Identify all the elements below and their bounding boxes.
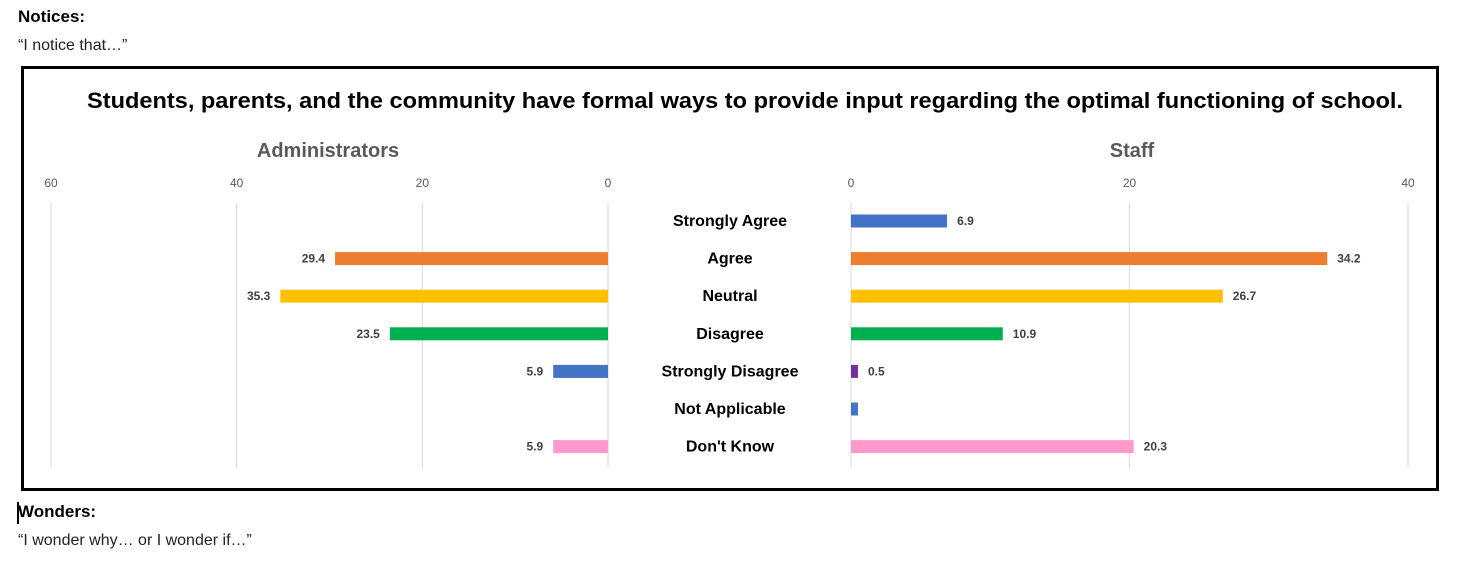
- admin-tick-label: 0: [605, 176, 612, 190]
- bars: [280, 214, 1328, 454]
- admin-tick-label: 20: [416, 176, 430, 190]
- admin-data-label: 35.3: [247, 289, 271, 303]
- staff-data-label: 26.7: [1233, 289, 1257, 303]
- staff-data-label: 20.3: [1144, 440, 1168, 454]
- staff-data-label: 0.5: [868, 364, 885, 378]
- staff-bar: [851, 252, 1328, 266]
- admin-tick-label: 60: [44, 176, 58, 190]
- wonders-heading: Wonders:: [18, 502, 97, 521]
- staff-tick-label: 0: [848, 176, 855, 190]
- category-label: Strongly Disagree: [662, 363, 799, 380]
- staff-tick-label: 20: [1123, 176, 1137, 190]
- staff-bar: [851, 402, 858, 416]
- data-labels: 6.9 29.4 34.2 35.3 26.7 23.5 10.9 5.9 0.5 5.9 20.3: [247, 214, 1361, 454]
- category-label: Agree: [707, 251, 752, 268]
- staff-bar: [851, 214, 948, 228]
- staff-data-label: 6.9: [957, 214, 974, 228]
- admin-tick-label: 40: [230, 176, 244, 190]
- admin-panel-title: Administrators: [257, 140, 399, 162]
- category-label: Not Applicable: [674, 401, 786, 418]
- staff-bar: [851, 289, 1223, 303]
- category-labels: Strongly Agree Agree Neutral Disagree Strong…: [662, 213, 799, 456]
- staff-data-label: 10.9: [1013, 327, 1037, 341]
- notices-heading: Notices:: [18, 7, 86, 26]
- notices-prompt: “I notice that…”: [18, 37, 128, 54]
- wonders-prompt: “I wonder why… or I wonder if…”: [18, 532, 252, 549]
- staff-tick-label: 40: [1401, 176, 1415, 190]
- chart-frame: Students, parents, and the community hav…: [21, 66, 1439, 491]
- admin-data-label: 23.5: [356, 327, 380, 341]
- admin-data-label: 5.9: [527, 364, 544, 378]
- admin-bar: [553, 440, 608, 454]
- admin-data-label: 5.9: [527, 440, 544, 454]
- category-label: Disagree: [696, 326, 764, 343]
- admin-bar: [553, 364, 608, 378]
- admin-bar: [280, 289, 608, 303]
- staff-bar: [851, 364, 858, 378]
- category-label: Strongly Agree: [673, 213, 787, 230]
- staff-panel-title: Staff: [1110, 140, 1155, 162]
- admin-bar: [335, 252, 608, 266]
- admin-data-label: 29.4: [302, 252, 326, 266]
- chart-title: Students, parents, and the community hav…: [87, 88, 1403, 113]
- staff-data-label: 34.2: [1337, 252, 1361, 266]
- text-cursor: [17, 502, 19, 524]
- axis-ticks: 60 40 20 0 0 20 40: [44, 176, 1415, 190]
- admin-bar: [389, 327, 608, 341]
- staff-bar: [851, 327, 1003, 341]
- staff-bar: [851, 440, 1134, 454]
- gridlines: [50, 203, 1409, 468]
- category-label: Don't Know: [686, 439, 775, 456]
- category-label: Neutral: [702, 288, 757, 305]
